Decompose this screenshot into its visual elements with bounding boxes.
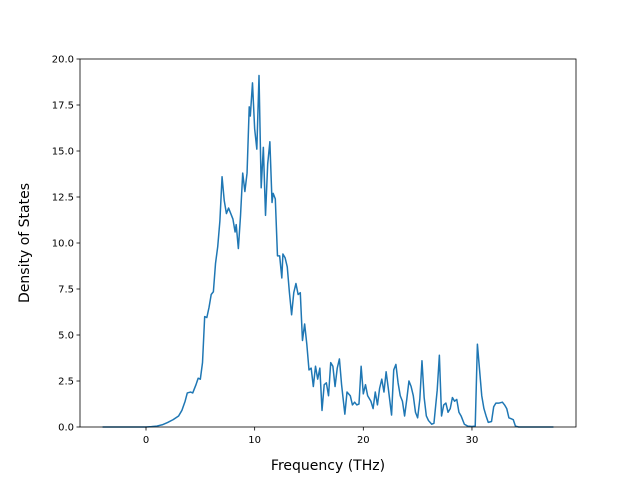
y-tick-label: 7.5 — [58, 285, 74, 296]
y-tick-label: 12.5 — [52, 193, 74, 204]
y-tick-label: 10.0 — [52, 239, 74, 250]
y-tick-label: 2.5 — [58, 377, 74, 388]
y-tick-label: 5.0 — [58, 331, 74, 342]
y-axis-label: Density of States — [17, 183, 33, 303]
x-tick-label: 0 — [143, 435, 149, 446]
y-tick-label: 20.0 — [52, 55, 74, 66]
y-tick-label: 17.5 — [52, 101, 74, 112]
y-tick-label: 0.0 — [58, 423, 74, 434]
line — [102, 74, 554, 428]
y-tick-label: 15.0 — [52, 147, 74, 158]
x-tick-label: 10 — [248, 435, 261, 446]
x-tick-label: 30 — [466, 435, 479, 446]
x-axis-label: Frequency (THz) — [271, 458, 385, 474]
x-tick-label: 20 — [357, 435, 370, 446]
